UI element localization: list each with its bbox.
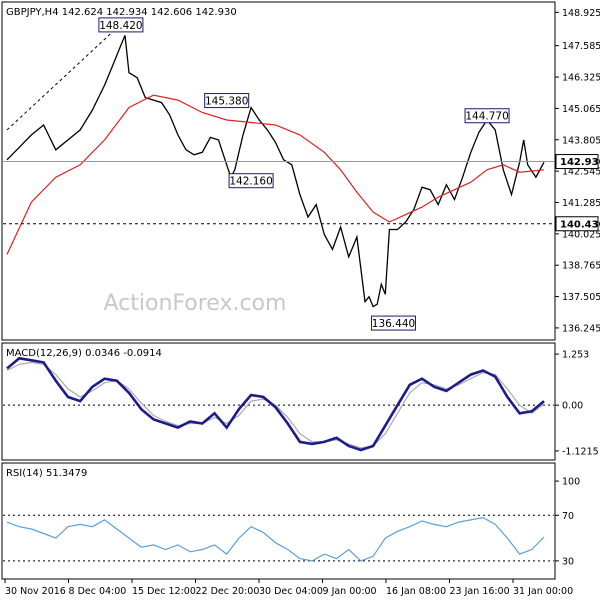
axes: 148.925 147.585 146.325 145.065 143.805 142.5…	[4, 8, 600, 597]
support-level-label: 140.430	[560, 219, 600, 230]
x-axis-tick-label: 30 Nov 2016	[5, 586, 66, 597]
macd-axis-tick-label: -1.1215	[562, 446, 599, 457]
watermark: ActionForex.com	[104, 291, 287, 316]
annotation-box	[98, 17, 144, 33]
trendline	[6, 20, 126, 131]
annotation-box	[228, 173, 274, 189]
rsi-panel-frame	[1, 462, 556, 580]
price-axis-tick-label: 142.545	[562, 167, 600, 178]
x-axis-tick-label: 16 Jan 08:00	[386, 586, 446, 597]
macd-header: MACD(12,26,9) 0.0346 -0.0914	[6, 348, 162, 359]
support-level-label-box	[555, 216, 599, 232]
annotation-box	[464, 108, 510, 124]
annotation-box	[370, 315, 416, 331]
rsi-header: RSI(14) 51.3479	[6, 468, 87, 479]
current-price-label: 142.930	[560, 157, 600, 168]
macd-axis-tick-label: 1.253	[562, 350, 589, 361]
x-axis-tick-label: 22 Dec 20:00	[196, 586, 260, 597]
current-price-label-box	[555, 154, 599, 170]
price-panel-frame	[1, 1, 556, 341]
annotation-label: 144.770	[465, 111, 508, 123]
rsi-axis-tick-label: 100	[562, 477, 580, 488]
price-axis-tick-label: 136.245	[562, 323, 600, 334]
annotation-box	[204, 93, 250, 109]
price-line	[6, 35, 545, 308]
price-header: GBPJPY,H4 142.624 142.934 142.606 142.93…	[6, 7, 237, 18]
x-axis-tick-label: 31 Jan 00:00	[513, 586, 573, 597]
annotation-label: 148.420	[99, 20, 142, 32]
rsi-line	[6, 516, 545, 562]
price-axis-tick-label: 140.025	[562, 229, 600, 240]
moving-average-line	[6, 94, 545, 255]
rsi-axis-tick-label: 30	[562, 556, 574, 567]
macd-panel-frame	[1, 342, 556, 461]
macd-plot	[3, 356, 554, 452]
x-axis-tick-label: 9 Jan 00:00	[323, 586, 377, 597]
price-axis-tick-label: 138.765	[562, 261, 600, 272]
price-axis-tick-label: 137.505	[562, 292, 600, 303]
price-axis-tick-label: 146.325	[562, 73, 600, 84]
x-axis-tick-label: 23 Jan 16:00	[450, 586, 510, 597]
macd-line	[6, 356, 545, 452]
rsi-axis-tick-label: 70	[562, 511, 574, 522]
x-axis-tick-label: 15 Dec 12:00	[132, 586, 196, 597]
price-axis-tick-label: 141.285	[562, 198, 600, 209]
macd-axis-tick-label: 0.00	[562, 401, 583, 412]
price-axis-tick-label: 143.805	[562, 135, 600, 146]
annotation-label: 142.160	[229, 176, 272, 188]
price-axis-tick-label: 145.065	[562, 104, 600, 115]
x-axis-tick-label: 30 Dec 04:00	[259, 586, 323, 597]
price-axis-tick-label: 147.585	[562, 41, 600, 52]
rsi-plot	[3, 514, 554, 562]
price-plot: 148.420 145.380 142.160 144.770 136.440	[3, 17, 554, 331]
price-axis-tick-label: 148.925	[562, 8, 600, 19]
x-axis-tick-label: 8 Dec 04:00	[69, 586, 127, 597]
annotation-label: 145.380	[205, 96, 248, 108]
annotation-label: 136.440	[372, 318, 415, 330]
